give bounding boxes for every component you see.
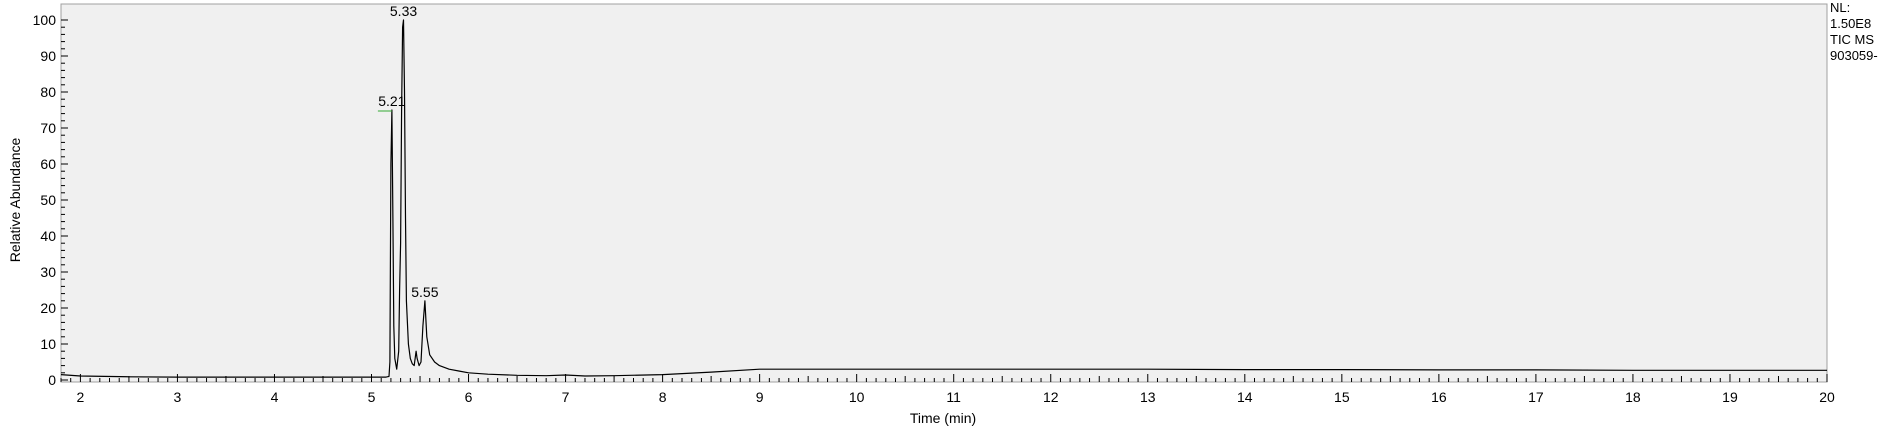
x-tick-label: 9 bbox=[756, 389, 764, 405]
y-tick-label: 90 bbox=[40, 48, 56, 64]
tick-labels: 0 10 20 30 40 50 60 70 80 90 100 2 3 4 5 6 7 8 9 10 11 12 13 14… bbox=[33, 12, 1835, 405]
x-tick-label: 6 bbox=[465, 389, 473, 405]
y-tick-label: 40 bbox=[40, 228, 56, 244]
y-tick-label: 0 bbox=[48, 372, 56, 388]
x-tick-label: 14 bbox=[1237, 389, 1253, 405]
nl-value: 1.50E8 bbox=[1830, 16, 1872, 31]
tic-trace bbox=[60, 19, 1827, 378]
y-tick-label: 30 bbox=[40, 264, 56, 280]
peak-label-5-21: 5.21 bbox=[378, 93, 405, 109]
x-tick-label: 18 bbox=[1625, 389, 1641, 405]
peak-label-5-33: 5.33 bbox=[390, 3, 417, 19]
scan-filter: TIC MS bbox=[1830, 32, 1875, 47]
x-tick-label: 3 bbox=[174, 389, 182, 405]
x-tick-label: 11 bbox=[946, 389, 961, 405]
info-panel: NL: 1.50E8 TIC MS 903059- bbox=[1830, 0, 1879, 64]
x-tick-label: 7 bbox=[562, 389, 570, 405]
x-tick-label: 15 bbox=[1334, 389, 1350, 405]
y-tick-label: 100 bbox=[33, 12, 57, 28]
peak-labels: 5.21 5.33 5.55 bbox=[377, 3, 439, 300]
y-tick-label: 80 bbox=[40, 84, 56, 100]
x-tick-label: 17 bbox=[1528, 389, 1544, 405]
x-tick-label: 10 bbox=[849, 389, 865, 405]
y-tick-label: 50 bbox=[40, 192, 56, 208]
trace-group bbox=[60, 19, 1827, 378]
plot-area bbox=[60, 3, 1828, 383]
x-tick-label: 4 bbox=[271, 389, 279, 405]
file-name: 903059- bbox=[1830, 48, 1878, 63]
x-tick-label: 16 bbox=[1431, 389, 1447, 405]
x-tick-label: 8 bbox=[659, 389, 667, 405]
x-tick-label: 5 bbox=[368, 389, 376, 405]
nl-label: NL: bbox=[1830, 0, 1851, 15]
x-tick-label: 19 bbox=[1722, 389, 1738, 405]
axis-ticks bbox=[60, 19, 1828, 382]
y-tick-label: 60 bbox=[40, 156, 56, 172]
x-axis-title: Time (min) bbox=[910, 410, 976, 426]
x-tick-label: 20 bbox=[1819, 389, 1835, 405]
y-tick-label: 20 bbox=[40, 300, 56, 316]
x-tick-label: 13 bbox=[1140, 389, 1156, 405]
x-tick-label: 12 bbox=[1043, 389, 1059, 405]
y-tick-label: 10 bbox=[40, 336, 56, 352]
x-tick-label: 2 bbox=[77, 389, 85, 405]
y-tick-label: 70 bbox=[40, 120, 56, 136]
y-axis-title: Relative Abundance bbox=[7, 138, 23, 263]
peak-label-5-55: 5.55 bbox=[411, 284, 438, 300]
